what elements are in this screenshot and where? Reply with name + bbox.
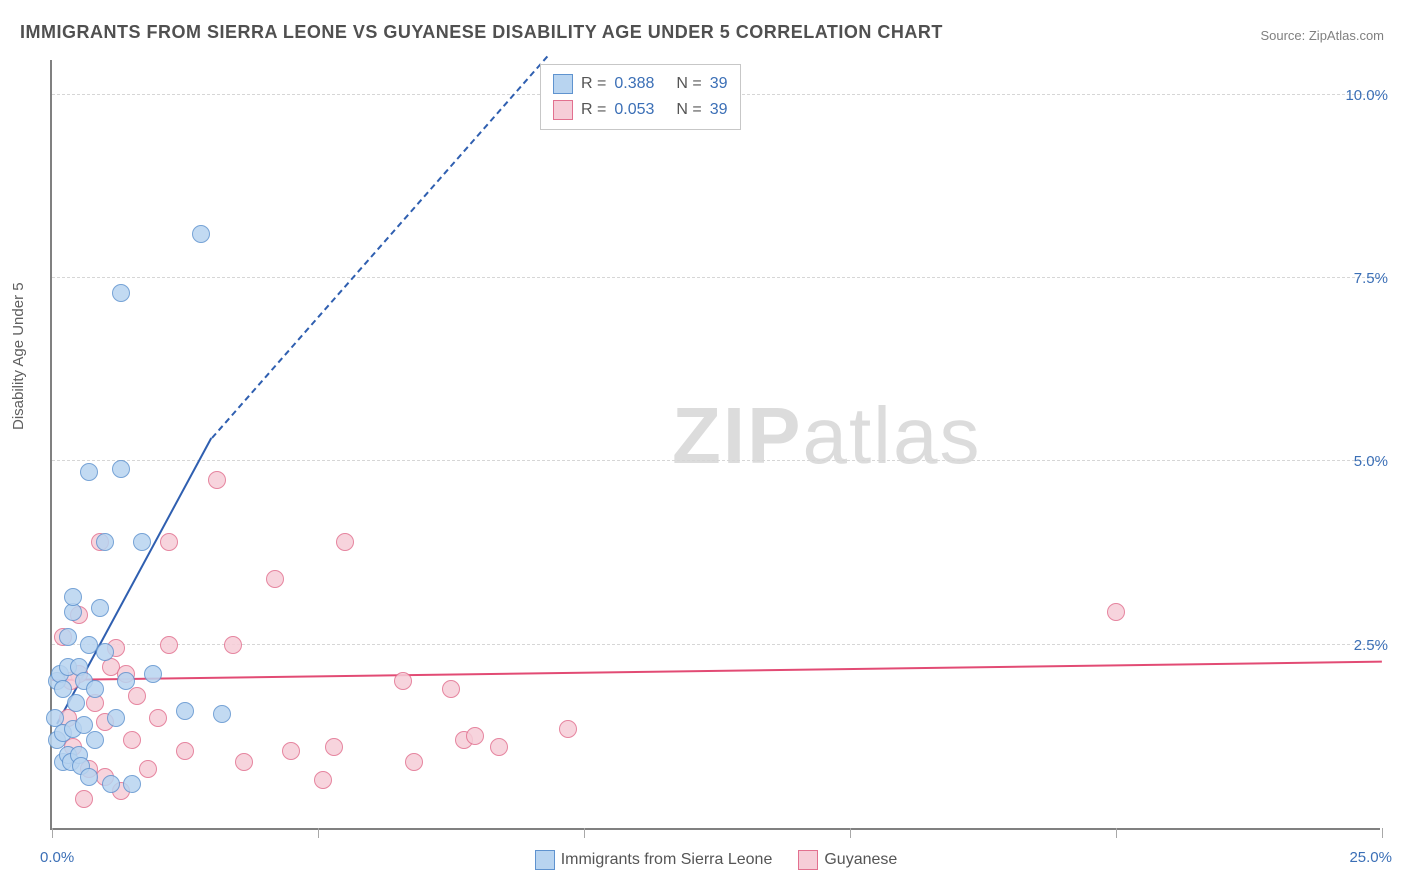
legend-series-label: Immigrants from Sierra Leone [561, 851, 773, 868]
data-point [394, 672, 412, 690]
data-point [96, 533, 114, 551]
gridline [52, 277, 1380, 278]
y-tick-label: 2.5% [1354, 637, 1388, 654]
data-point [266, 570, 284, 588]
gridline [52, 644, 1380, 645]
data-point [235, 753, 253, 771]
chart-title: IMMIGRANTS FROM SIERRA LEONE VS GUYANESE… [20, 22, 943, 43]
y-tick-label: 10.0% [1345, 87, 1388, 104]
trend-line [52, 661, 1382, 681]
legend-swatch [553, 74, 573, 94]
legend-n-label: N = [676, 71, 701, 97]
data-point [176, 702, 194, 720]
legend-swatch [535, 850, 555, 870]
data-point [139, 760, 157, 778]
data-point [314, 771, 332, 789]
data-point [112, 284, 130, 302]
legend-swatch [553, 100, 573, 120]
data-point [466, 727, 484, 745]
data-point [405, 753, 423, 771]
x-tick [318, 828, 319, 838]
stats-legend: R = 0.388 N = 39 R = 0.053 N = 39 [540, 64, 741, 130]
y-axis-label: Disability Age Under 5 [10, 282, 27, 430]
data-point [75, 790, 93, 808]
data-point [282, 742, 300, 760]
data-point [86, 731, 104, 749]
data-point [160, 636, 178, 654]
data-point [149, 709, 167, 727]
watermark: ZIPatlas [672, 390, 981, 482]
legend-row: R = 0.053 N = 39 [553, 97, 728, 123]
data-point [336, 533, 354, 551]
legend-n-value: 39 [710, 71, 728, 97]
source-label: Source: ZipAtlas.com [1260, 28, 1384, 43]
trend-line-extrapolated [211, 56, 548, 439]
data-point [559, 720, 577, 738]
legend-r-label: R = [581, 97, 606, 123]
data-point [144, 665, 162, 683]
data-point [112, 460, 130, 478]
data-point [54, 680, 72, 698]
legend-r-value: 0.388 [614, 71, 654, 97]
data-point [96, 643, 114, 661]
x-tick [52, 828, 53, 838]
data-point [1107, 603, 1125, 621]
legend-r-label: R = [581, 71, 606, 97]
legend-n-label: N = [676, 97, 701, 123]
y-tick-label: 7.5% [1354, 270, 1388, 287]
legend-row: R = 0.388 N = 39 [553, 71, 728, 97]
data-point [91, 599, 109, 617]
data-point [123, 775, 141, 793]
data-point [86, 680, 104, 698]
gridline [52, 460, 1380, 461]
data-point [64, 588, 82, 606]
y-tick-label: 5.0% [1354, 453, 1388, 470]
data-point [208, 471, 226, 489]
data-point [67, 694, 85, 712]
data-point [80, 768, 98, 786]
data-point [176, 742, 194, 760]
x-tick [584, 828, 585, 838]
watermark-rest: atlas [802, 391, 981, 480]
data-point [325, 738, 343, 756]
data-point [133, 533, 151, 551]
data-point [80, 463, 98, 481]
x-tick [1116, 828, 1117, 838]
x-tick [1382, 828, 1383, 838]
data-point [224, 636, 242, 654]
x-tick [850, 828, 851, 838]
legend-series-label: Guyanese [824, 851, 897, 868]
data-point [160, 533, 178, 551]
series-legend: Immigrants from Sierra Leone Guyanese [0, 850, 1406, 870]
data-point [442, 680, 460, 698]
data-point [192, 225, 210, 243]
legend-r-value: 0.053 [614, 97, 654, 123]
legend-swatch [798, 850, 818, 870]
data-point [123, 731, 141, 749]
watermark-bold: ZIP [672, 391, 802, 480]
data-point [117, 672, 135, 690]
data-point [102, 775, 120, 793]
data-point [213, 705, 231, 723]
plot-area: ZIPatlas [50, 60, 1380, 830]
legend-n-value: 39 [710, 97, 728, 123]
data-point [107, 709, 125, 727]
data-point [128, 687, 146, 705]
data-point [490, 738, 508, 756]
data-point [59, 628, 77, 646]
